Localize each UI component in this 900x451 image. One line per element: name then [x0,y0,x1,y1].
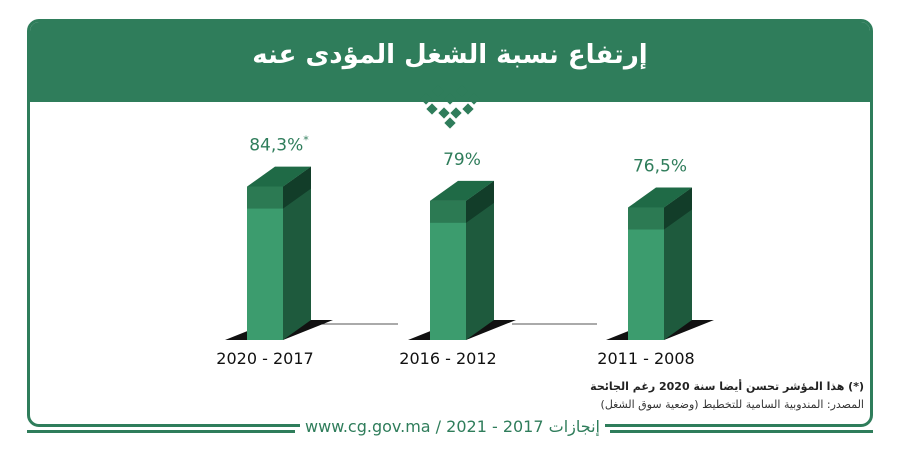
ornament-icon [420,85,480,129]
bar-side [283,166,311,340]
x-tick-label: 2011 - 2008 [597,349,694,368]
infographic-card: إرتفاع نسبة الشغل المؤدى عنه [27,19,873,427]
bar-top-band [430,200,466,223]
bar [628,207,664,340]
value-label: 76,5% [633,157,687,177]
bar-top [247,166,311,187]
bar-side-band [664,187,692,230]
bar-side-band [283,166,311,209]
bar-side [466,180,494,340]
footnote: (*) هذا المؤشر تحسن أيضا سنة 2020 رغم ال… [590,380,864,393]
bar-side [664,187,692,340]
bar-top-band [247,186,283,209]
footer-text: www.cg.gov.ma / 2021 - 2017 إنجازات [300,417,605,436]
x-tick-label: 2016 - 2012 [399,349,496,368]
bar [430,200,466,340]
footer-line-left [27,430,295,433]
footer-line-right [610,430,873,433]
value-label-mark: * [303,134,309,147]
bar-top-band [628,207,664,230]
value-label: 84,3%* [249,134,309,156]
header-banner: إرتفاع نسبة الشغل المؤدى عنه [30,22,870,102]
source-text: المصدر: المندوبية السامية للتخطيط (وضعية… [600,398,864,411]
bar-top [430,180,494,201]
bar [247,186,283,340]
bar-top [628,187,692,208]
bar-side-band [466,180,494,223]
chart-title: إرتفاع نسبة الشغل المؤدى عنه [252,40,648,70]
value-label: 79% [443,150,481,170]
x-tick-label: 2020 - 2017 [216,349,313,368]
